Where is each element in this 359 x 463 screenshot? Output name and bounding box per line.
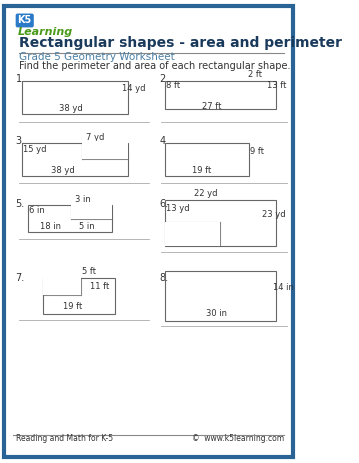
Text: 14 in: 14 in xyxy=(273,283,294,292)
Text: 11 ft: 11 ft xyxy=(90,282,109,291)
Bar xyxy=(71,204,112,219)
Bar xyxy=(165,200,275,246)
Bar xyxy=(83,141,128,159)
Text: 5 ft: 5 ft xyxy=(83,267,97,276)
Text: 13 yd: 13 yd xyxy=(166,204,190,213)
Text: 6.: 6. xyxy=(159,200,168,209)
Text: 9 ft: 9 ft xyxy=(250,147,264,156)
Text: 3.: 3. xyxy=(15,137,25,146)
Text: 18 in: 18 in xyxy=(41,222,61,231)
Text: 13 ft: 13 ft xyxy=(43,280,63,289)
Text: ©  www.k5learning.com: © www.k5learning.com xyxy=(192,434,284,444)
Bar xyxy=(165,222,219,246)
Text: 27 ft: 27 ft xyxy=(202,102,222,111)
Text: 2 ft: 2 ft xyxy=(248,70,262,79)
Text: 23 yd: 23 yd xyxy=(262,210,286,219)
Bar xyxy=(22,143,128,176)
Text: 30 in: 30 in xyxy=(206,308,227,318)
Text: 38 yd: 38 yd xyxy=(51,166,75,175)
Text: 38 yd: 38 yd xyxy=(59,104,83,113)
Text: Find the perimeter and area of each rectangular shape.: Find the perimeter and area of each rect… xyxy=(19,61,290,71)
Text: 1.: 1. xyxy=(15,74,25,84)
Text: 7 yd: 7 yd xyxy=(86,133,105,142)
Text: 15 yd: 15 yd xyxy=(23,145,46,154)
Text: 3 in: 3 in xyxy=(75,195,91,204)
Text: 22 yd: 22 yd xyxy=(195,189,218,198)
Text: Learning: Learning xyxy=(18,26,73,37)
Bar xyxy=(28,205,112,232)
Text: 8.: 8. xyxy=(159,273,168,283)
Text: 5 in: 5 in xyxy=(79,222,94,231)
Bar xyxy=(22,81,128,114)
Text: 4.: 4. xyxy=(159,137,168,146)
Bar xyxy=(43,276,81,295)
Bar xyxy=(165,143,249,176)
Text: 6 in: 6 in xyxy=(29,206,45,215)
Text: Grade 5 Geometry Worksheet: Grade 5 Geometry Worksheet xyxy=(19,52,175,63)
Text: 19 ft: 19 ft xyxy=(62,302,82,311)
Text: 9 yd: 9 yd xyxy=(180,234,198,243)
Text: K5: K5 xyxy=(18,15,32,25)
Text: 2.: 2. xyxy=(159,74,168,84)
Bar xyxy=(165,81,275,109)
Text: 19 ft: 19 ft xyxy=(192,166,211,175)
Bar xyxy=(43,277,115,314)
Text: 8 ft: 8 ft xyxy=(166,81,180,90)
Text: 5.: 5. xyxy=(15,200,25,209)
Text: Reading and Math for K-5: Reading and Math for K-5 xyxy=(16,434,113,444)
Text: 7.: 7. xyxy=(15,273,25,283)
Text: 11 yd: 11 yd xyxy=(86,148,110,157)
Text: 14 yd: 14 yd xyxy=(122,84,145,94)
Text: 13 ft: 13 ft xyxy=(267,81,286,90)
Bar xyxy=(165,270,275,321)
Text: Rectangular shapes - area and perimeter: Rectangular shapes - area and perimeter xyxy=(19,37,342,50)
